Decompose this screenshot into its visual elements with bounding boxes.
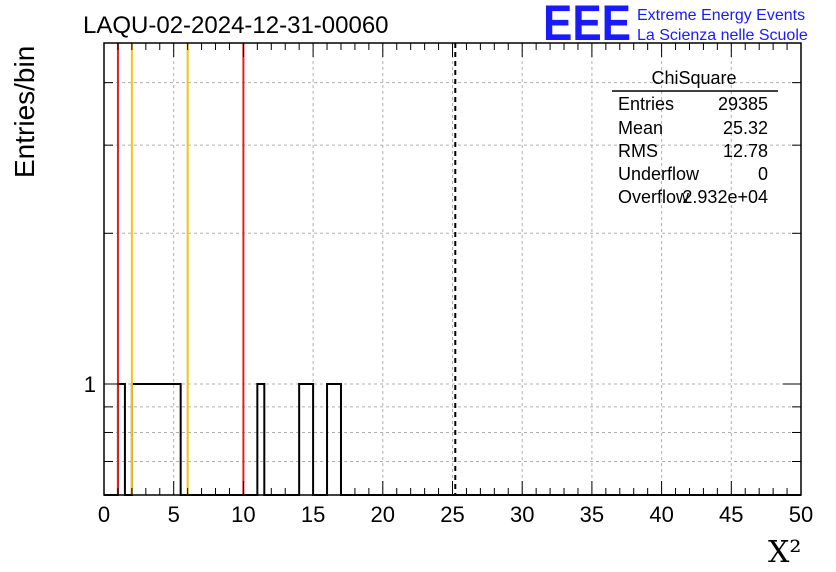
x-tick-label: 5 [168, 502, 180, 527]
marker-lines [116, 43, 457, 495]
x-tick-label: 50 [789, 502, 813, 527]
stats-label-underflow: Underflow [618, 164, 700, 184]
x-tick-labels: 0 5 10 15 20 25 30 35 40 45 50 [98, 502, 813, 527]
x-tick-label: 35 [580, 502, 604, 527]
x-tick-label: 10 [231, 502, 255, 527]
stats-value-mean: 25.32 [723, 118, 768, 138]
x-tick-label: 0 [98, 502, 110, 527]
stats-value-entries: 29385 [718, 94, 768, 114]
y-axis-label: Entries/bin [9, 46, 40, 178]
x-tick-label: 40 [649, 502, 673, 527]
stats-label-overflow: Overflow [618, 187, 690, 207]
chart-title: LAQU-02-2024-12-31-00060 [83, 12, 389, 39]
logo-line1: Extreme Energy Events [637, 7, 805, 24]
x-tick-label: 45 [719, 502, 743, 527]
stats-value-underflow: 0 [758, 164, 768, 184]
axes-frame [103, 42, 802, 496]
eee-logo: EEE Extreme Energy Events La Scienza nel… [543, 0, 808, 51]
stats-label-entries: Entries [618, 94, 674, 114]
grid-lines [104, 43, 801, 495]
x-axis-label: X² [768, 535, 801, 570]
y-tick-labels: 1 [84, 372, 96, 397]
x-tick-label: 15 [301, 502, 325, 527]
x-tick-label: 20 [371, 502, 395, 527]
y-tick-label: 1 [84, 372, 96, 397]
stats-label-mean: Mean [618, 118, 663, 138]
x-tick-label: 30 [510, 502, 534, 527]
stats-label-rms: RMS [618, 141, 658, 161]
stats-value-overflow: 2.932e+04 [682, 187, 768, 207]
stats-box: ChiSquare Entries 29385 Mean 25.32 RMS 1… [612, 68, 778, 207]
x-tick-label: 25 [440, 502, 464, 527]
stats-header: ChiSquare [651, 68, 736, 88]
stats-value-rms: 12.78 [723, 141, 768, 161]
logo-line2: La Scienza nelle Scuole [637, 27, 808, 44]
